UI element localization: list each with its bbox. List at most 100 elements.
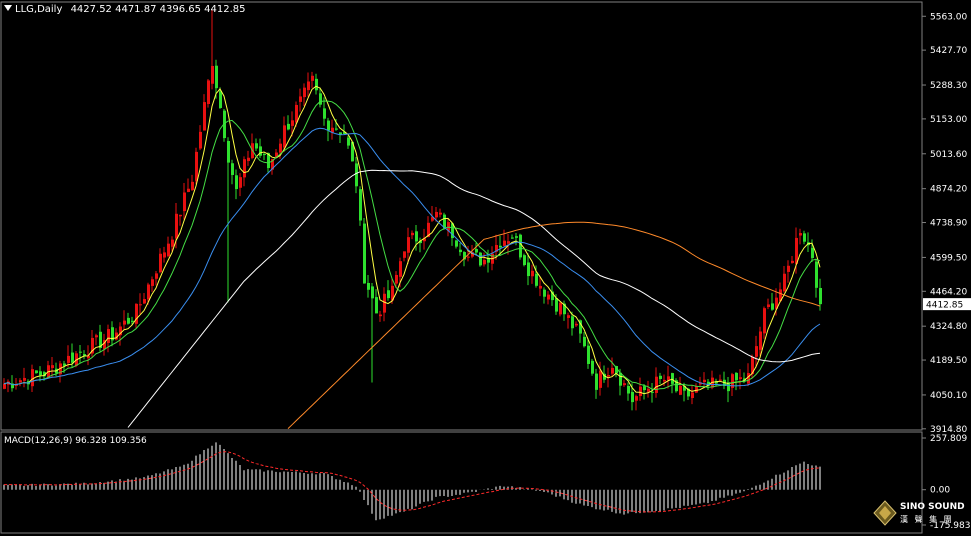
candle xyxy=(571,311,574,336)
candle xyxy=(235,169,238,200)
candle-body xyxy=(207,80,210,104)
candle xyxy=(315,73,318,95)
candle xyxy=(347,135,350,149)
candle xyxy=(147,282,150,305)
candle xyxy=(815,258,818,298)
candle-body xyxy=(435,211,438,218)
candle-body xyxy=(263,154,266,156)
candle-body xyxy=(523,255,526,266)
candle xyxy=(483,252,486,267)
candle-body xyxy=(783,273,786,292)
candle xyxy=(507,233,510,255)
candle xyxy=(799,228,802,245)
candle xyxy=(619,368,622,396)
candle-body xyxy=(695,386,698,393)
candle-body xyxy=(183,192,186,212)
brand-text: SINO SOUND xyxy=(900,502,965,512)
price-tick-label: 5563.00 xyxy=(930,12,967,22)
candle-body xyxy=(819,287,822,305)
candle-body xyxy=(739,377,742,379)
candle xyxy=(295,101,298,127)
candle xyxy=(323,97,326,126)
candle-body xyxy=(631,391,634,403)
candle xyxy=(71,343,74,368)
candle xyxy=(819,278,822,311)
candle xyxy=(331,119,334,140)
candle xyxy=(479,251,482,267)
candle-body xyxy=(651,391,654,393)
price-tick-label: 4324.80 xyxy=(930,322,967,332)
candle xyxy=(131,316,134,325)
candle-body xyxy=(767,304,770,307)
candle xyxy=(207,79,210,108)
candle-body xyxy=(735,372,738,381)
candle xyxy=(647,380,650,398)
candle-body xyxy=(475,249,478,253)
candle xyxy=(151,276,154,292)
candle xyxy=(475,243,478,256)
candle-body xyxy=(211,65,214,84)
candle xyxy=(91,329,94,357)
candle-body xyxy=(171,239,174,247)
candle-body xyxy=(227,140,230,163)
candle-body xyxy=(31,369,34,387)
candle xyxy=(639,377,642,401)
candle-body xyxy=(691,392,694,399)
candle xyxy=(163,246,166,263)
candle-body xyxy=(215,65,218,89)
candle-body xyxy=(463,252,466,260)
candle xyxy=(735,372,738,391)
candle-body xyxy=(291,120,294,126)
candle xyxy=(559,301,562,317)
candle-body xyxy=(623,383,626,386)
price-tick-label: 4050.10 xyxy=(930,391,967,401)
candle xyxy=(259,138,262,159)
candle xyxy=(471,245,474,259)
candle-body xyxy=(367,282,370,290)
candle xyxy=(35,370,38,374)
candle-body xyxy=(167,243,170,257)
candle-body xyxy=(231,163,234,175)
ma5-line xyxy=(3,85,821,395)
candle xyxy=(755,335,758,368)
candle-body xyxy=(283,125,286,148)
candle xyxy=(543,287,546,304)
price-tick-label: 4599.50 xyxy=(930,253,967,263)
candle-body xyxy=(487,257,490,263)
candle-body xyxy=(559,302,562,315)
candle-body xyxy=(787,265,790,272)
candle-body xyxy=(219,91,222,108)
candle-body xyxy=(719,379,722,381)
candle-body xyxy=(747,373,750,384)
watermark-logo: SINO SOUND 漢 聲 集 團 xyxy=(873,500,965,532)
candle-body xyxy=(583,336,586,347)
candle xyxy=(139,293,142,315)
candle xyxy=(371,282,374,383)
candle xyxy=(803,230,806,245)
candle-body xyxy=(343,131,346,135)
candle-body xyxy=(663,379,666,382)
candle-body xyxy=(659,375,662,379)
candle xyxy=(539,276,542,297)
candle-body xyxy=(351,141,354,162)
candle-body xyxy=(471,252,474,257)
candle xyxy=(123,310,126,330)
candle xyxy=(603,365,606,383)
candle xyxy=(219,87,222,109)
candle xyxy=(523,253,526,267)
candle-body xyxy=(67,355,70,363)
candle-body xyxy=(403,251,406,258)
last-price-label: 4412.85 xyxy=(926,301,963,311)
candle-body xyxy=(791,260,794,263)
candle-body xyxy=(699,382,702,385)
candle xyxy=(379,310,382,322)
candle-body xyxy=(259,146,262,156)
dropdown-triangle-icon[interactable] xyxy=(4,5,12,11)
candle-body xyxy=(551,291,554,301)
candle-body xyxy=(223,110,226,139)
symbol-label: LLG,Daily xyxy=(15,4,63,15)
candle-body xyxy=(199,131,202,149)
candle-body xyxy=(271,158,274,170)
candle xyxy=(355,157,358,194)
